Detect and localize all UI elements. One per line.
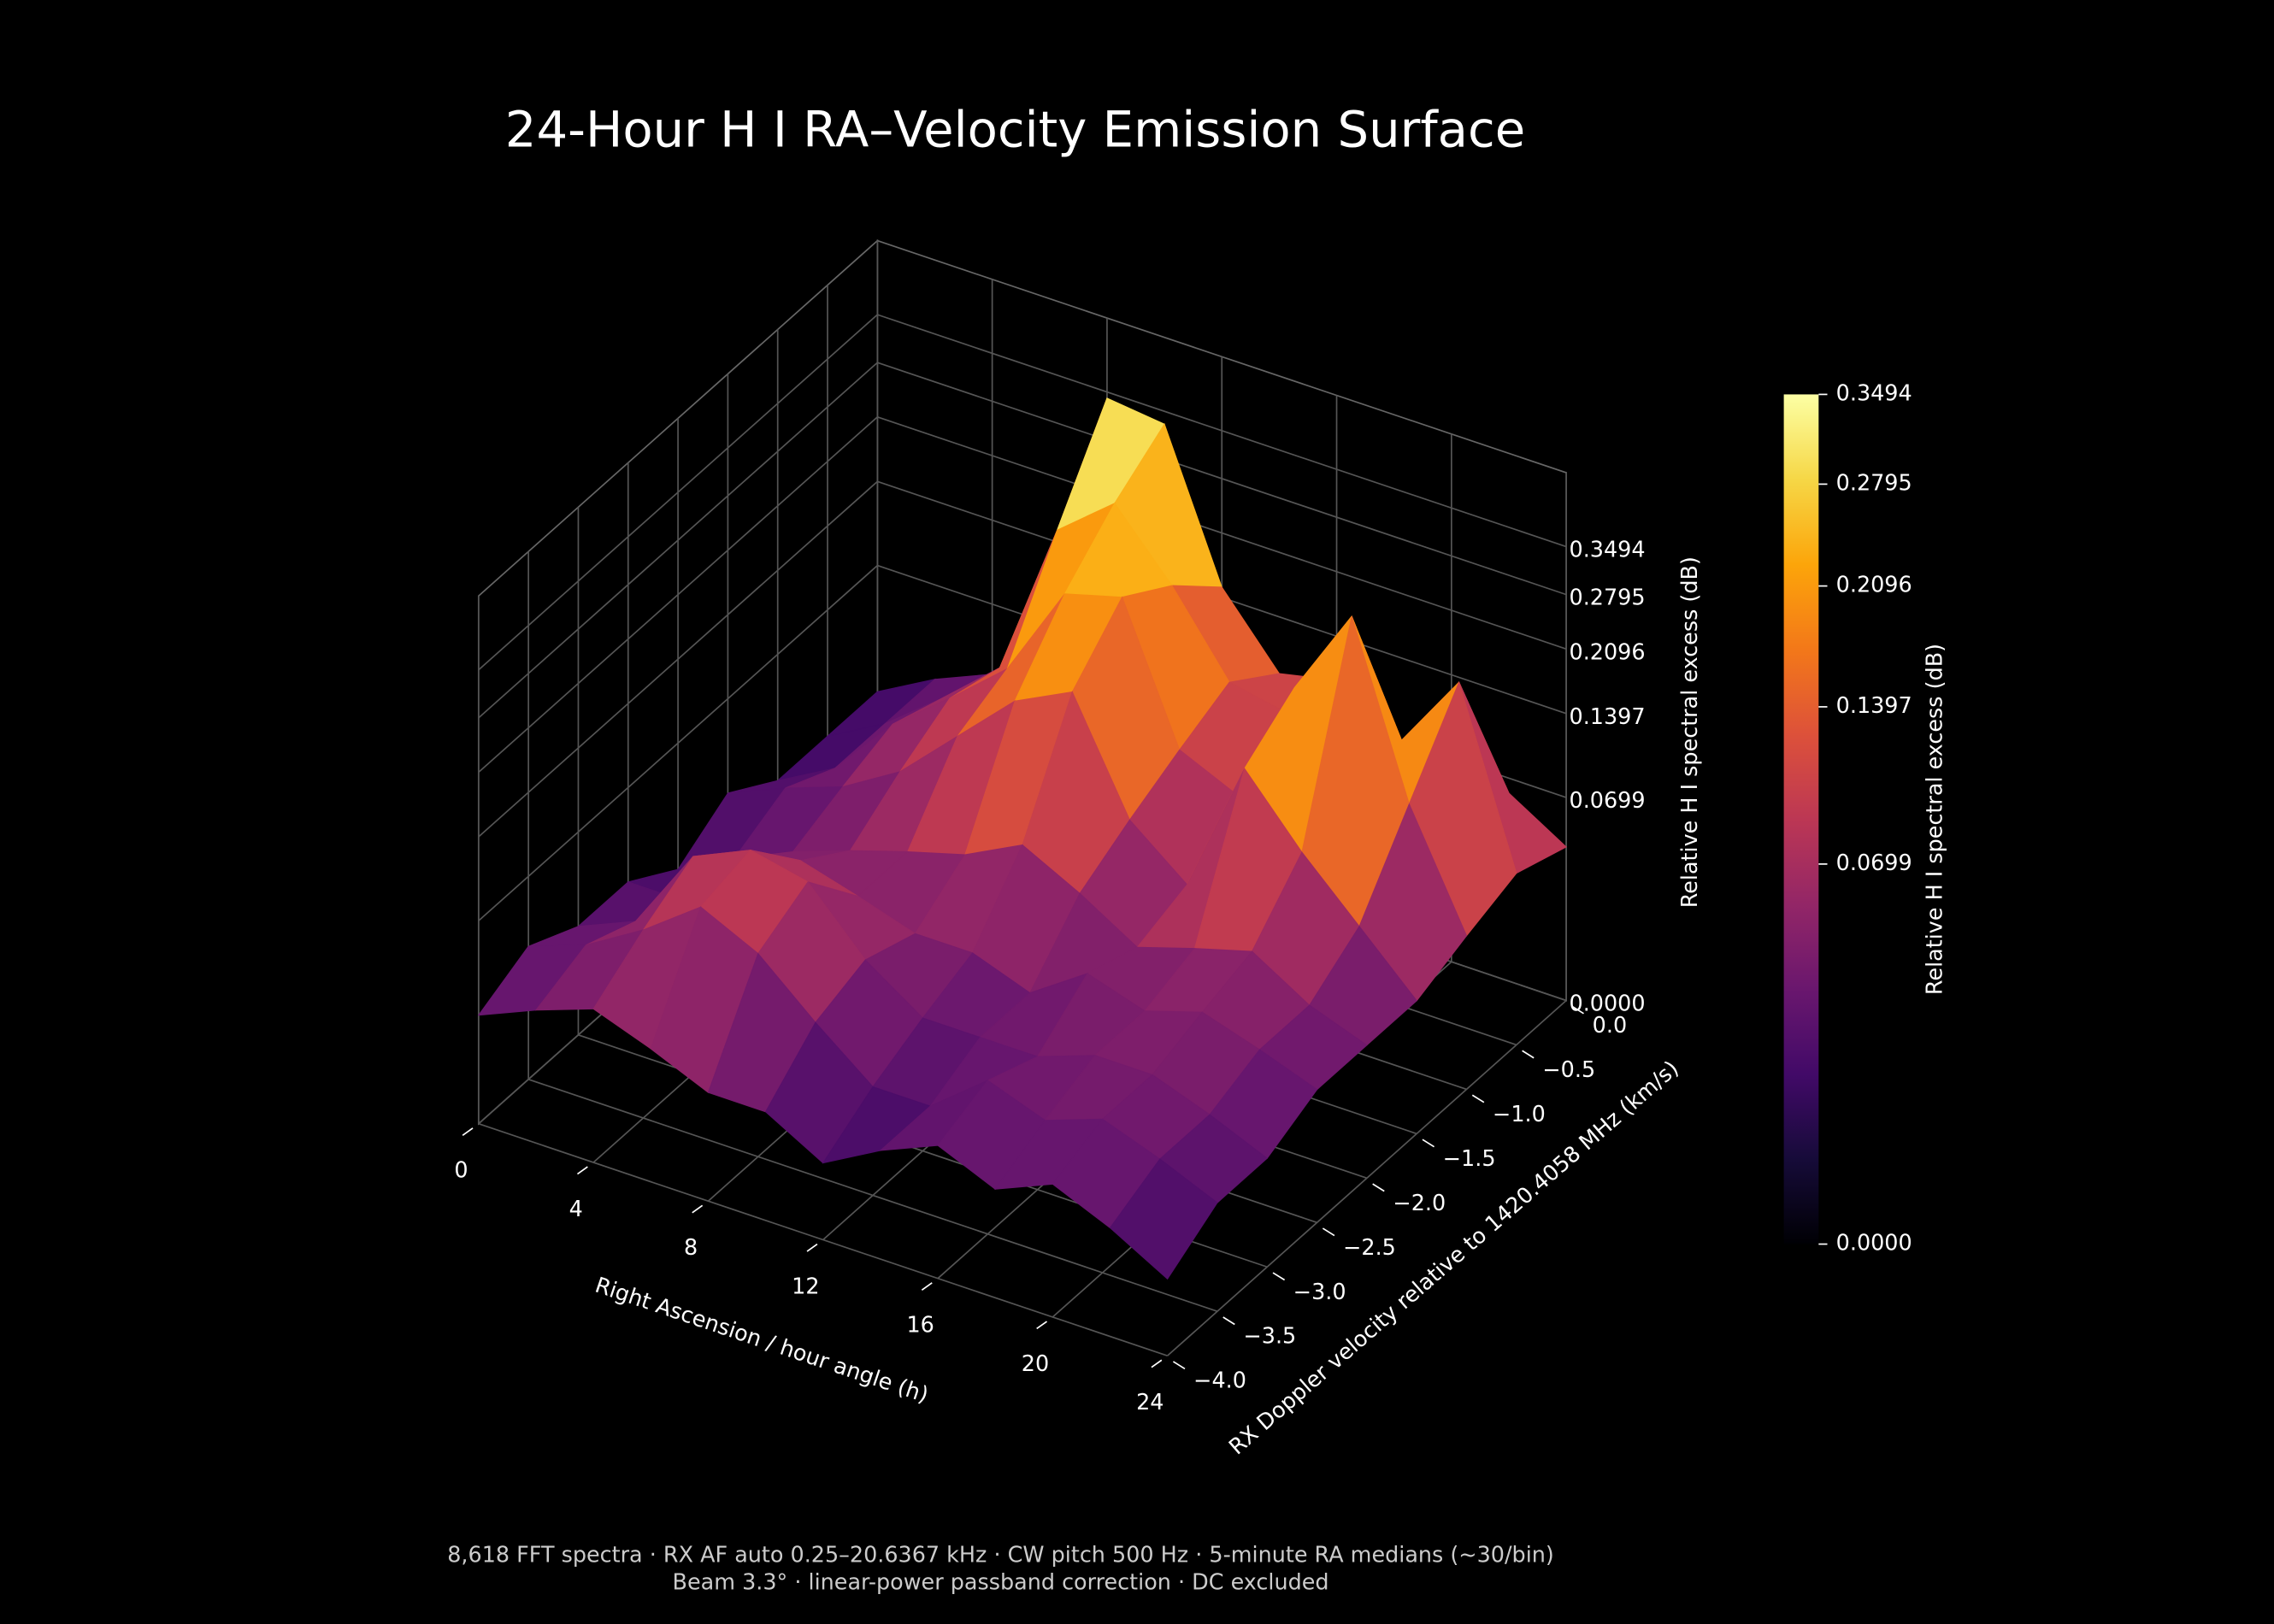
x-tick-label: 12 (792, 1273, 819, 1298)
surface (477, 397, 1568, 1280)
z-tick-label: 0.2096 (1570, 638, 1646, 664)
tick-mark (1272, 1272, 1286, 1281)
tick-mark (1222, 1316, 1235, 1326)
z-axis-label: Relative H I spectral excess (dB) (1676, 556, 1702, 908)
tick-mark (1422, 1139, 1435, 1148)
colorbar-tick-label: 0.2096 (1836, 572, 1912, 597)
z-tick-label: 0.2795 (1570, 585, 1646, 610)
y-tick-label: −2.5 (1343, 1234, 1396, 1260)
tick-mark (806, 1243, 818, 1252)
grid-line (478, 480, 878, 838)
grid-line (877, 362, 1567, 596)
z-tick-label: 0.0699 (1570, 787, 1646, 813)
colorbar-label: Relative H I spectral excess (dB) (1922, 644, 1947, 995)
tick-mark (1322, 1227, 1335, 1237)
surface-cell (1109, 1158, 1218, 1280)
y-tick-label: −1.0 (1493, 1101, 1546, 1127)
y-tick-label: −3.5 (1243, 1323, 1296, 1349)
y-tick-label: −2.0 (1393, 1190, 1446, 1215)
y-tick-label: −1.5 (1443, 1145, 1496, 1171)
y-tick-label: 0.0 (1593, 1012, 1627, 1038)
grid-line (1167, 999, 1567, 1356)
x-tick-label: 4 (569, 1196, 583, 1221)
tick-mark (1522, 1050, 1535, 1059)
y-tick-label: −4.0 (1193, 1368, 1246, 1393)
colorbar-tick-label: 0.0000 (1836, 1230, 1912, 1256)
x-tick-label: 8 (684, 1234, 698, 1260)
x-tick-label: 0 (454, 1157, 468, 1183)
grid-line (877, 314, 1567, 548)
grid-line (478, 362, 878, 719)
grid-line (527, 1078, 1218, 1313)
grid-line (478, 1122, 1168, 1356)
tick-mark (1151, 1359, 1163, 1368)
grid-line (478, 564, 878, 921)
tick-mark (1471, 1094, 1485, 1103)
tick-mark (462, 1127, 474, 1136)
footnote: Beam 3.3° · linear-power passband correc… (673, 1569, 1329, 1595)
x-tick-label: 20 (1022, 1350, 1049, 1376)
tick-mark (1372, 1183, 1385, 1192)
x-tick-label: 16 (906, 1312, 934, 1338)
z-tick-label: 0.1397 (1570, 703, 1646, 729)
colorbar-tick-label: 0.3494 (1836, 380, 1912, 405)
tick-mark (1036, 1321, 1048, 1330)
y-tick-label: −3.0 (1293, 1279, 1346, 1304)
colorbar-tick-label: 0.0699 (1836, 850, 1912, 875)
z-tick-label: 0.0000 (1570, 991, 1646, 1016)
chart-title: 24-Hour H I RA–Velocity Emission Surface (505, 101, 1525, 159)
z-tick-label: 0.3494 (1570, 537, 1646, 562)
grid-line (478, 416, 878, 774)
y-tick-label: −0.5 (1542, 1056, 1595, 1082)
x-tick-label: 24 (1136, 1389, 1164, 1415)
tick-mark (1172, 1361, 1186, 1370)
footnote: 8,618 FFT spectra · RX AF auto 0.25–20.6… (447, 1541, 1554, 1567)
colorbar (1783, 394, 1819, 1244)
tick-mark (692, 1204, 704, 1214)
tick-mark (576, 1166, 588, 1175)
colorbar-tick-label: 0.2795 (1836, 469, 1912, 495)
grid-line (877, 416, 1567, 650)
colorbar-tick-label: 0.1397 (1836, 692, 1912, 718)
tick-mark (921, 1282, 933, 1291)
tick-mark (1571, 1005, 1584, 1015)
grid-line (478, 314, 878, 671)
